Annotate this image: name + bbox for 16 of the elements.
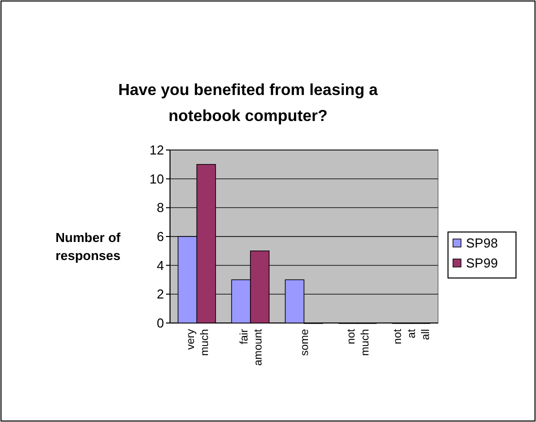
legend-label: SP99	[466, 256, 498, 271]
legend-label: SP98	[466, 236, 498, 251]
y-tick-label: 8	[156, 200, 164, 216]
y-tick-label: 2	[156, 286, 164, 302]
chart-title: Have you benefited from leasing a notebook computer?	[118, 82, 378, 125]
x-tick-label: very much	[184, 328, 211, 356]
x-tick-label: fair amount	[238, 328, 264, 366]
y-tick-label: 4	[156, 258, 164, 273]
y-tick-label: 6	[156, 229, 164, 244]
x-tick-label: not at all	[392, 329, 432, 344]
y-axis-title: Number of responses	[55, 230, 122, 263]
y-tick-label: 0	[156, 316, 164, 331]
y-tick-label: 12	[150, 142, 164, 158]
y-tick-label: 10	[150, 171, 164, 186]
x-tick-label: not much	[346, 329, 372, 356]
x-tick-label: some	[299, 329, 311, 356]
